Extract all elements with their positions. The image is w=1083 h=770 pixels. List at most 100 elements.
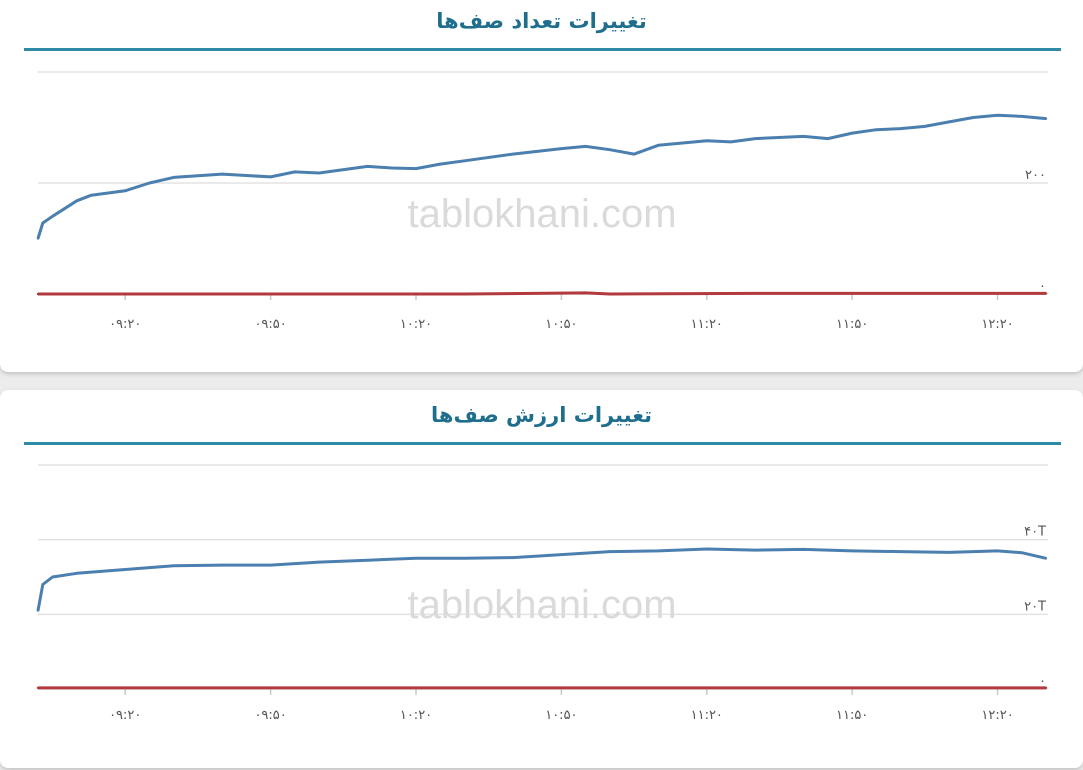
data-point[interactable]: [899, 686, 902, 690]
data-point[interactable]: [511, 152, 515, 156]
data-point[interactable]: [899, 292, 902, 295]
data-point[interactable]: [705, 139, 708, 143]
queue-value-title: تغییرات ارزش صف‌ها: [431, 403, 652, 427]
y-tick-label: ۴۰T: [1024, 525, 1046, 540]
data-point[interactable]: [754, 548, 757, 552]
data-point[interactable]: [850, 131, 854, 135]
data-point[interactable]: [75, 572, 78, 575]
data-point[interactable]: [220, 563, 224, 567]
data-point[interactable]: [366, 165, 369, 168]
x-tick-label: ۱۰:۵۰: [545, 708, 577, 723]
data-point[interactable]: [172, 292, 175, 296]
data-point[interactable]: [172, 176, 175, 179]
data-point[interactable]: [1020, 551, 1023, 554]
data-point[interactable]: [148, 181, 151, 185]
x-tick-label: ۰۹:۵۰: [254, 317, 286, 332]
data-point[interactable]: [51, 215, 54, 218]
data-point[interactable]: [511, 556, 515, 559]
data-point[interactable]: [947, 551, 951, 554]
data-point[interactable]: [366, 559, 369, 562]
x-tick-label: ۱۲:۲۰: [981, 317, 1013, 332]
data-point[interactable]: [608, 550, 612, 553]
queue-value-chart[interactable]: ۰ ۲۰T ۴۰T tablokhani.com ۰۹:۲۰ ۰۹:۵۰ ۱۰:۲۰ ۱۰:۵…: [0, 456, 1083, 736]
data-point[interactable]: [439, 162, 442, 166]
queue-count-card: تغییرات تعداد صف‌ها ۰ ۲۰۰ tablokhani.com ۰۹…: [0, 0, 1083, 372]
data-point[interactable]: [826, 137, 830, 140]
data-point[interactable]: [269, 563, 272, 567]
x-tick-label: ۱۱:۲۰: [691, 317, 723, 332]
data-point[interactable]: [850, 549, 854, 553]
data-point[interactable]: [463, 557, 466, 560]
title-divider: [24, 48, 1061, 51]
data-point[interactable]: [1044, 557, 1048, 560]
x-tick-label: ۱۰:۵۰: [545, 317, 577, 332]
x-tick-label: ۱۰:۲۰: [400, 708, 432, 723]
data-point[interactable]: [899, 127, 902, 130]
data-point[interactable]: [36, 292, 40, 296]
data-point[interactable]: [608, 686, 612, 690]
data-point[interactable]: [90, 194, 93, 197]
title-divider: [24, 442, 1061, 445]
queue-count-chart[interactable]: ۰ ۲۰۰ tablokhani.com ۰۹:۲۰ ۰۹:۵۰ ۱۰:۲۰ ۱۰:۵۰ ۱۱…: [0, 60, 1083, 340]
data-point[interactable]: [875, 128, 878, 131]
x-tick-label: ۰۹:۲۰: [109, 317, 141, 332]
data-point[interactable]: [560, 147, 563, 150]
data-point[interactable]: [584, 145, 587, 148]
data-point[interactable]: [1020, 115, 1023, 118]
data-point[interactable]: [802, 548, 805, 551]
data-point[interactable]: [560, 553, 563, 556]
data-point[interactable]: [705, 547, 708, 551]
data-point[interactable]: [414, 557, 418, 560]
data-point[interactable]: [124, 568, 127, 571]
data-point[interactable]: [608, 292, 612, 296]
data-point[interactable]: [293, 170, 297, 174]
data-point[interactable]: [317, 292, 321, 296]
data-point[interactable]: [51, 575, 54, 579]
x-tick-label: ۰۹:۵۰: [254, 708, 286, 723]
data-point[interactable]: [172, 564, 175, 567]
data-point[interactable]: [463, 159, 466, 162]
data-point[interactable]: [36, 686, 40, 690]
data-point[interactable]: [923, 125, 927, 128]
data-point[interactable]: [996, 114, 999, 117]
data-point[interactable]: [390, 166, 393, 170]
data-point[interactable]: [317, 686, 321, 690]
data-point[interactable]: [1044, 686, 1048, 690]
data-point[interactable]: [632, 152, 636, 156]
data-point[interactable]: [754, 292, 757, 295]
data-point[interactable]: [41, 221, 45, 225]
data-point[interactable]: [996, 549, 999, 553]
data-point[interactable]: [36, 237, 40, 240]
data-point[interactable]: [463, 292, 466, 296]
data-point[interactable]: [947, 120, 951, 124]
data-point[interactable]: [269, 175, 272, 179]
series-line-1[interactable]: [38, 291, 1046, 296]
data-point[interactable]: [1044, 117, 1048, 120]
data-point[interactable]: [1044, 292, 1048, 295]
data-point[interactable]: [657, 144, 660, 147]
data-point[interactable]: [754, 137, 757, 140]
data-point[interactable]: [802, 135, 805, 138]
data-point[interactable]: [124, 189, 127, 192]
data-point[interactable]: [317, 560, 321, 564]
data-point[interactable]: [899, 550, 902, 553]
data-point[interactable]: [220, 172, 224, 176]
data-point[interactable]: [972, 116, 975, 119]
data-point[interactable]: [41, 583, 45, 586]
data-point[interactable]: [657, 549, 660, 553]
y-tick-label: ۲۰۰: [1025, 168, 1046, 183]
x-tick-label: ۱۱:۵۰: [836, 708, 868, 723]
data-point[interactable]: [36, 609, 40, 612]
queue-value-card: تغییرات ارزش صف‌ها ۰ ۲۰T ۴۰T tablokhani.com…: [0, 390, 1083, 768]
y-tick-label: ۰: [1039, 279, 1046, 294]
data-point[interactable]: [414, 167, 418, 170]
data-point[interactable]: [75, 199, 78, 202]
data-point[interactable]: [729, 140, 733, 144]
data-point[interactable]: [584, 291, 587, 295]
x-tick-label: ۰۹:۲۰: [109, 708, 141, 723]
data-point[interactable]: [317, 171, 321, 175]
queue-count-title: تغییرات تعداد صف‌ها: [436, 9, 647, 33]
data-point[interactable]: [608, 148, 612, 151]
x-tick-label: ۱۱:۵۰: [836, 317, 868, 332]
y-tick-label: ۰: [1039, 674, 1046, 689]
